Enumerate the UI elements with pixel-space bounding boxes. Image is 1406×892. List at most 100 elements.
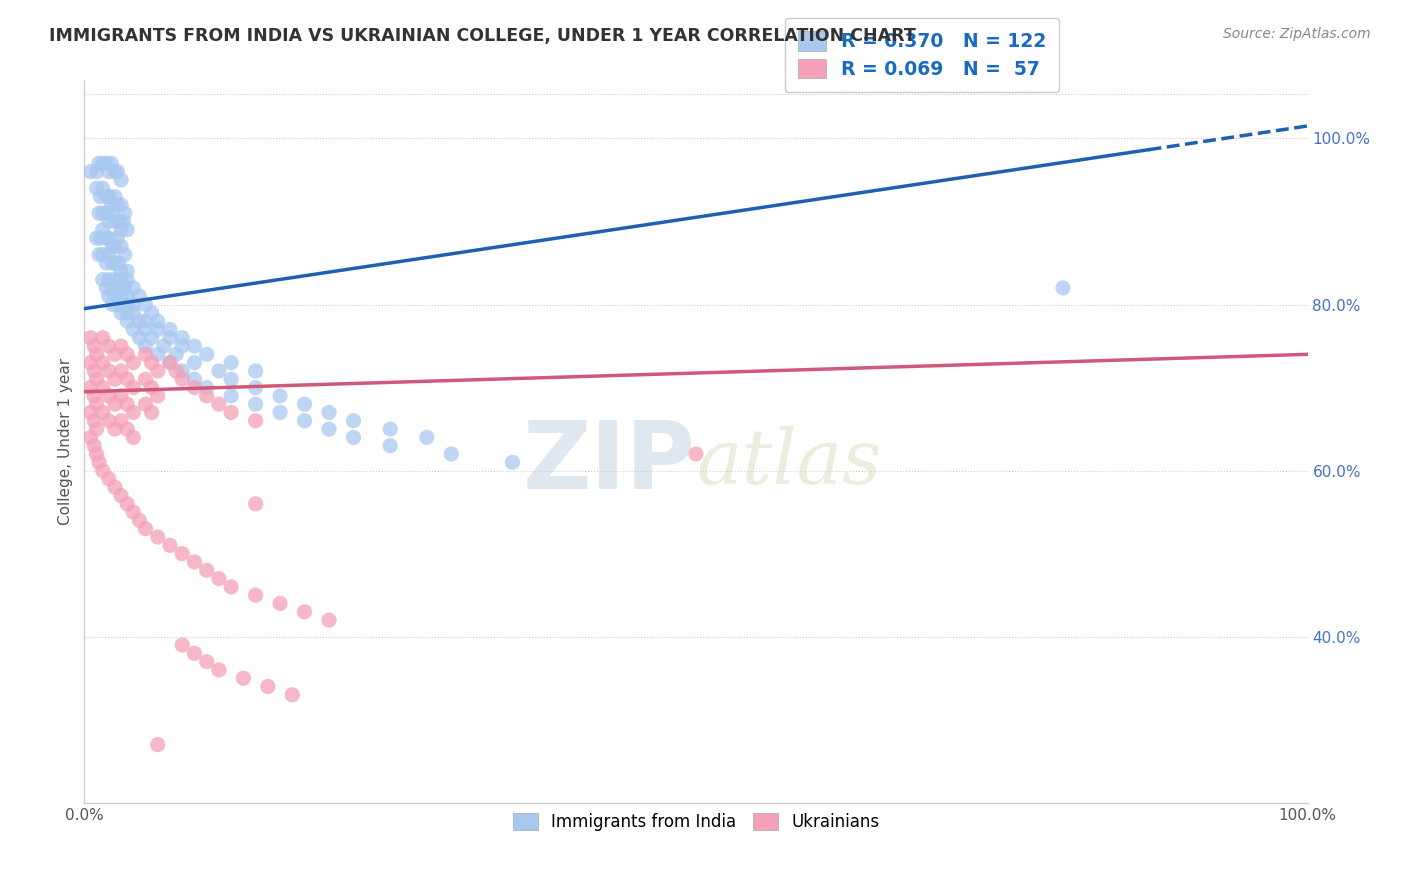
Point — [318, 613, 340, 627]
Point — [122, 306, 145, 320]
Point — [104, 397, 127, 411]
Point — [219, 580, 242, 594]
Point — [105, 198, 128, 212]
Point — [172, 331, 194, 345]
Point — [87, 455, 110, 469]
Point — [159, 322, 181, 336]
Point — [83, 364, 105, 378]
Point — [110, 414, 132, 428]
Point — [122, 505, 145, 519]
Point — [97, 231, 120, 245]
Point — [219, 372, 242, 386]
Point — [153, 339, 176, 353]
Point — [96, 156, 118, 170]
Point — [97, 339, 120, 353]
Point — [91, 156, 114, 170]
Point — [91, 272, 114, 286]
Point — [87, 156, 110, 170]
Point — [100, 206, 122, 220]
Point — [165, 347, 187, 361]
Point — [107, 281, 129, 295]
Point — [294, 605, 316, 619]
Point — [97, 248, 120, 262]
Point — [104, 256, 127, 270]
Point — [294, 397, 316, 411]
Point — [79, 331, 101, 345]
Point — [172, 339, 194, 353]
Point — [172, 638, 194, 652]
Point — [122, 430, 145, 444]
Point — [208, 397, 231, 411]
Point — [122, 356, 145, 370]
Point — [159, 356, 181, 370]
Point — [183, 339, 205, 353]
Point — [141, 306, 163, 320]
Point — [115, 314, 138, 328]
Point — [110, 239, 132, 253]
Point — [122, 405, 145, 419]
Point — [122, 380, 145, 394]
Point — [101, 239, 124, 253]
Point — [104, 372, 127, 386]
Point — [110, 289, 132, 303]
Point — [89, 189, 111, 203]
Point — [91, 464, 114, 478]
Point — [97, 164, 120, 178]
Point — [96, 206, 118, 220]
Point — [110, 364, 132, 378]
Point — [110, 389, 132, 403]
Point — [83, 339, 105, 353]
Point — [79, 164, 101, 178]
Point — [208, 364, 231, 378]
Point — [110, 198, 132, 212]
Point — [219, 389, 242, 403]
Point — [114, 248, 136, 262]
Point — [146, 322, 169, 336]
Point — [195, 655, 218, 669]
Point — [86, 347, 108, 361]
Point — [110, 173, 132, 187]
Point — [114, 281, 136, 295]
Point — [183, 646, 205, 660]
Point — [141, 331, 163, 345]
Point — [146, 738, 169, 752]
Point — [342, 414, 364, 428]
Point — [135, 339, 157, 353]
Point — [115, 297, 138, 311]
Point — [183, 372, 205, 386]
Point — [416, 430, 439, 444]
Point — [97, 289, 120, 303]
Point — [294, 414, 316, 428]
Point — [97, 189, 120, 203]
Point — [96, 189, 118, 203]
Point — [104, 289, 127, 303]
Point — [141, 380, 163, 394]
Point — [135, 397, 157, 411]
Point — [83, 414, 105, 428]
Point — [318, 422, 340, 436]
Point — [104, 422, 127, 436]
Point — [159, 538, 181, 552]
Point — [110, 272, 132, 286]
Point — [97, 214, 120, 228]
Point — [318, 405, 340, 419]
Point — [86, 397, 108, 411]
Point — [183, 555, 205, 569]
Point — [110, 306, 132, 320]
Point — [115, 497, 138, 511]
Point — [105, 164, 128, 178]
Point — [97, 389, 120, 403]
Point — [86, 372, 108, 386]
Point — [115, 223, 138, 237]
Point — [195, 563, 218, 577]
Point — [91, 181, 114, 195]
Y-axis label: College, Under 1 year: College, Under 1 year — [58, 358, 73, 525]
Point — [232, 671, 254, 685]
Point — [159, 356, 181, 370]
Point — [100, 156, 122, 170]
Point — [245, 497, 267, 511]
Text: Source: ZipAtlas.com: Source: ZipAtlas.com — [1223, 27, 1371, 41]
Point — [110, 223, 132, 237]
Point — [91, 380, 114, 394]
Point — [141, 356, 163, 370]
